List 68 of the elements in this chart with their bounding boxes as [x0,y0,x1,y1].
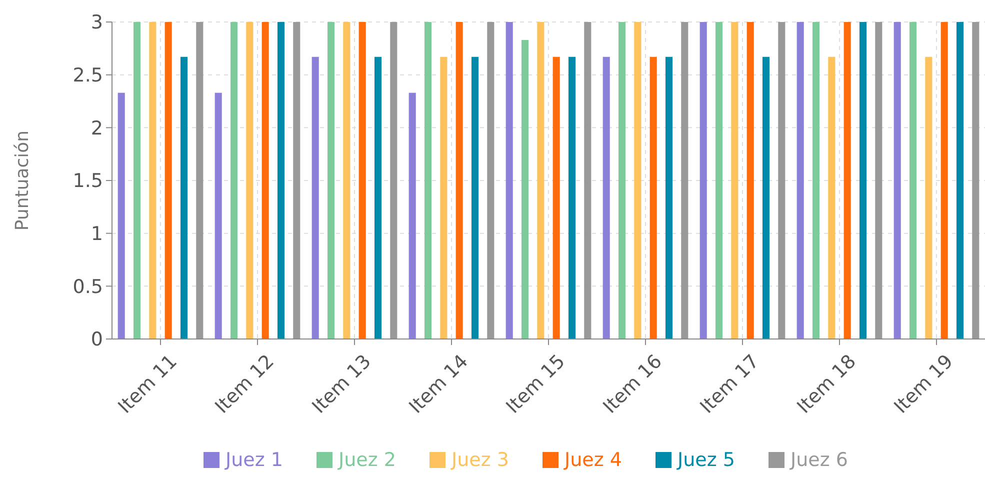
bar [634,22,642,339]
bar [618,22,626,339]
bar [312,56,319,339]
bar [731,22,738,339]
bar [537,22,544,339]
bar [471,56,479,339]
bar [552,56,560,339]
bar [164,22,172,339]
y-tick-label: 0 [90,328,103,351]
bar [956,22,964,339]
bar [746,22,754,339]
bar [440,56,448,339]
bar [456,22,463,339]
bar [812,22,820,339]
bar [214,92,222,339]
bar [277,22,285,339]
bar [828,56,836,339]
bar [246,22,254,339]
y-tick-label: 3 [90,12,103,34]
bar [506,22,513,339]
y-tick-label: 2.5 [72,64,103,86]
legend-label: Juez 4 [564,449,622,471]
legend-label: Juez 1 [224,449,283,471]
bar [584,22,592,339]
bar [650,56,657,339]
bar [762,56,770,339]
bar [327,22,335,339]
bar [262,22,269,339]
bar [859,22,867,339]
legend-label: Juez 6 [790,449,848,471]
bar [681,22,688,339]
bar [568,56,576,339]
bar [390,22,398,339]
bar [230,22,238,339]
bar [894,22,901,339]
bar [424,22,432,339]
bar [925,56,932,339]
bar [844,22,851,339]
bar [149,22,156,339]
legend-label: Juez 2 [338,449,396,471]
bar [374,56,382,339]
bar [940,22,948,339]
bar [343,22,350,339]
bar [408,92,416,339]
bar [715,22,723,339]
bar [778,22,786,339]
bar [796,22,804,339]
y-tick-label: 1 [90,222,103,245]
legend-label: Juez 3 [450,449,509,471]
bar [133,22,141,339]
bar [909,22,917,339]
bar [180,56,188,339]
bar [972,22,980,339]
legend-label: Juez 5 [676,449,735,471]
bar [665,56,673,339]
bar [521,40,529,339]
bar [602,56,610,339]
y-axis-title: Puntuación [12,130,33,231]
bar [487,22,494,339]
bar [875,22,882,339]
y-tick-label: 1.5 [72,170,103,192]
bar [118,92,125,339]
y-tick-label: 2 [90,117,103,140]
y-tick-label: 0.5 [72,276,103,298]
bar [700,22,707,339]
bar [358,22,366,339]
bar [293,22,300,339]
bar [196,22,204,339]
